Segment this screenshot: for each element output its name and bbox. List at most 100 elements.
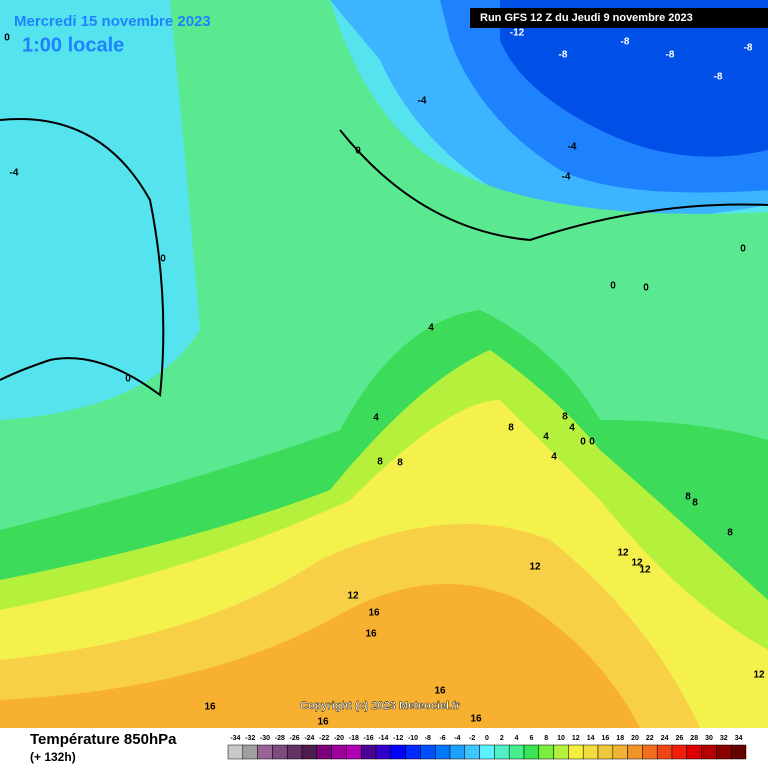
- colorbar-cell: [405, 744, 421, 760]
- colorbar-cell: [272, 744, 288, 760]
- colorbar-cell: [286, 744, 303, 760]
- contour-label: 0: [610, 281, 616, 292]
- colorbar-cell: [420, 744, 436, 760]
- colorbar-label: -2: [469, 735, 475, 742]
- contour-label: -4: [10, 168, 19, 179]
- colorbar-label: -32: [245, 735, 255, 742]
- contour-label: 8: [377, 457, 383, 468]
- colorbar-cell: [360, 744, 377, 760]
- contour-label: 12: [639, 565, 651, 576]
- contour-label: 16: [204, 702, 216, 713]
- colorbar-cell: [479, 744, 495, 760]
- colorbar-label: -10: [408, 735, 418, 742]
- colorbar-label: -12: [393, 735, 403, 742]
- run-info: Run GFS 12 Z du Jeudi 9 novembre 2023: [480, 12, 693, 24]
- colorbar-label: -4: [454, 735, 460, 742]
- contour-label: -4: [562, 172, 571, 183]
- colorbar-label: 20: [631, 735, 639, 742]
- colorbar-label: 10: [557, 735, 565, 742]
- colorbar-label: 14: [587, 735, 595, 742]
- colorbar-label: -34: [230, 735, 240, 742]
- colorbar-label: -8: [425, 735, 431, 742]
- colorbar-cell: [508, 744, 525, 760]
- colorbar-cell: [449, 744, 466, 760]
- contour-label: 16: [317, 717, 329, 728]
- contour-label: -8: [621, 37, 630, 48]
- colorbar-cell: [523, 744, 540, 760]
- contour-label: -8: [714, 72, 723, 83]
- colorbar-label: 34: [735, 735, 743, 742]
- contour-label: 0: [740, 244, 746, 255]
- field-dark-blue: [500, 0, 768, 157]
- colorbar-cell: [597, 744, 614, 760]
- contour-label: -12: [510, 28, 525, 39]
- isotherm-zero: [0, 118, 165, 397]
- run-box: [470, 8, 768, 28]
- colorbar-cell: [331, 744, 347, 760]
- colorbar-label: 12: [572, 735, 580, 742]
- colorbar-cell: [346, 744, 362, 760]
- colorbar-label: 8: [544, 735, 548, 742]
- colorbar-label: -14: [378, 735, 388, 742]
- colorbar-label: 26: [676, 735, 684, 742]
- colorbar-label: -26: [290, 735, 300, 742]
- colorbar-label: 6: [529, 735, 533, 742]
- copyright: Copyright (c) 2023 Meteociel.fr: [300, 700, 461, 712]
- colorbar-cell: [716, 744, 732, 760]
- colorbar-cell: [553, 744, 569, 760]
- colorbar-cell: [494, 744, 510, 760]
- colorbar-cell: [390, 744, 406, 760]
- colorbar-label: 24: [661, 735, 669, 742]
- colorbar-cell: [701, 744, 717, 760]
- colorbar-cell: [686, 744, 702, 760]
- colorbar-label: -6: [439, 735, 445, 742]
- contour-label: 0: [4, 33, 10, 44]
- contour-label: 0: [160, 254, 166, 265]
- contour-label: 12: [347, 591, 359, 602]
- contour-label: 8: [562, 412, 568, 423]
- contour-label: -8: [559, 50, 568, 61]
- colorbar-label: 28: [690, 735, 698, 742]
- contour-label: 16: [470, 714, 482, 725]
- colorbar-cell: [242, 744, 258, 760]
- contour-label: -8: [666, 50, 675, 61]
- colorbar-label: 0: [485, 735, 489, 742]
- colorbar-cell: [257, 744, 273, 760]
- colorbar-cell: [627, 744, 643, 760]
- colorbar-cell: [582, 744, 599, 760]
- colorbar-label: 16: [602, 735, 610, 742]
- contour-label: 16: [365, 629, 377, 640]
- contour-label: 0: [643, 283, 649, 294]
- valid-time: 1:00 locale: [22, 34, 124, 56]
- contour-label: 0: [580, 437, 586, 448]
- contour-label: 12: [753, 670, 765, 681]
- contour-label: 8: [397, 458, 403, 469]
- contour-label: -4: [418, 96, 427, 107]
- contour-label: 0: [589, 437, 595, 448]
- colorbar-label: 18: [616, 735, 624, 742]
- contour-label: 16: [434, 686, 446, 697]
- colorbar-label: 30: [705, 735, 713, 742]
- colorbar-cell: [316, 744, 332, 760]
- colorbar-cell: [612, 744, 628, 760]
- contour-label: 0: [355, 146, 361, 157]
- contour-label: 8: [508, 423, 514, 434]
- colorbar-label: -28: [275, 735, 285, 742]
- colorbar-label: -18: [349, 735, 359, 742]
- contour-label: 16: [368, 608, 380, 619]
- colorbar-cell: [375, 744, 392, 760]
- colorbar-cell: [730, 744, 747, 760]
- colorbar-label: -20: [334, 735, 344, 742]
- colorbar-label: -24: [304, 735, 314, 742]
- colorbar-label: 22: [646, 735, 654, 742]
- contour-label: 4: [551, 452, 557, 463]
- contour-label: 4: [543, 432, 549, 443]
- contour-label: 4: [428, 323, 434, 334]
- colorbar-cell: [656, 744, 673, 760]
- colorbar-cell: [227, 744, 244, 760]
- colorbar-cell: [464, 744, 480, 760]
- contour-label: 4: [569, 423, 575, 434]
- colorbar-cell: [301, 744, 318, 760]
